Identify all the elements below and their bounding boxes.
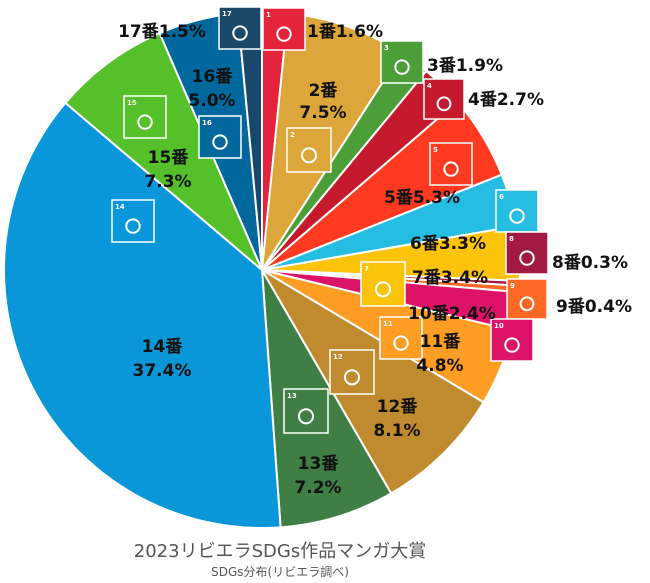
slice-label-goal-14: 14番 37.4% — [133, 337, 192, 381]
chart-caption-subtitle: SDGs分布(リビエラ調べ) — [211, 565, 349, 579]
slice-label-goal-7: 7番3.4% — [412, 268, 488, 288]
svg-text:1: 1 — [266, 11, 271, 19]
svg-text:9: 9 — [510, 282, 515, 290]
good-health-icon: 3 — [380, 40, 424, 84]
svg-text:3: 3 — [384, 44, 389, 52]
svg-text:15: 15 — [127, 99, 137, 107]
pie-slice-goal-14 — [3, 101, 282, 529]
clean-energy-icon: 7 — [360, 261, 406, 307]
quality-education-icon: 4 — [423, 78, 465, 120]
svg-text:16: 16 — [202, 119, 212, 127]
slice-label-goal-11: 11番 4.8% — [416, 332, 463, 376]
slice-label-goal-12: 12番 8.1% — [373, 397, 420, 441]
slice-label-goal-1: 1番1.6% — [307, 22, 383, 42]
svg-text:17: 17 — [222, 10, 232, 18]
svg-text:12: 12 — [333, 353, 343, 361]
svg-text:11: 11 — [383, 320, 393, 328]
peace-justice-icon: 16 — [198, 115, 242, 159]
clean-water-icon: 6 — [495, 189, 539, 233]
climate-action-icon: 13 — [283, 388, 329, 434]
pie-slice-goal-15 — [64, 31, 263, 271]
slice-label-goal-6: 6番3.3% — [410, 234, 486, 254]
partnerships-icon: 17 — [218, 6, 262, 50]
slice-label-goal-9: 9番0.4% — [556, 297, 632, 317]
industry-innovation-icon: 9 — [506, 278, 548, 320]
slice-label-goal-16: 16番 5.0% — [188, 67, 235, 111]
no-poverty-icon: 1 — [262, 7, 306, 51]
gender-equality-icon: 5 — [429, 142, 473, 186]
life-below-water-icon: 14 — [111, 199, 155, 243]
svg-text:13: 13 — [287, 392, 297, 400]
svg-text:14: 14 — [115, 203, 125, 211]
slice-label-goal-8: 8番0.3% — [552, 253, 628, 273]
chart-caption-title: 2023リビエラSDGs作品マンガ大賞 — [133, 541, 427, 562]
life-on-land-icon: 15 — [123, 95, 167, 139]
svg-text:2: 2 — [290, 131, 295, 139]
reduced-inequalities-icon: 10 — [490, 318, 534, 362]
pie-labels: 1番1.6% 2番 7.5% 3番1.9% 4番2.7% 5番5.3% 6番3.3% 7番3.… — [118, 22, 632, 498]
svg-text:10: 10 — [494, 322, 504, 330]
sustainable-cities-icon: 11 — [379, 316, 423, 360]
slice-label-goal-5: 5番5.3% — [384, 188, 460, 208]
slice-label-goal-10: 10番2.4% — [408, 304, 496, 324]
slice-label-goal-3: 3番1.9% — [427, 56, 503, 76]
slice-label-goal-15: 15番 7.3% — [144, 148, 191, 192]
svg-text:4: 4 — [427, 82, 432, 90]
zero-hunger-icon: 2 — [286, 127, 332, 173]
pie-slices — [3, 10, 522, 529]
svg-text:5: 5 — [433, 146, 438, 154]
svg-text:6: 6 — [499, 193, 504, 201]
slice-label-goal-17: 17番1.5% — [118, 22, 206, 42]
slice-label-goal-4: 4番2.7% — [468, 90, 544, 110]
svg-text:7: 7 — [364, 265, 369, 273]
slice-label-goal-2: 2番 7.5% — [299, 81, 346, 123]
decent-work-icon: 8 — [505, 231, 549, 275]
slice-label-goal-13: 13番 7.2% — [294, 454, 341, 498]
responsible-consumption-icon: 12 — [329, 349, 375, 395]
svg-text:8: 8 — [509, 235, 514, 243]
